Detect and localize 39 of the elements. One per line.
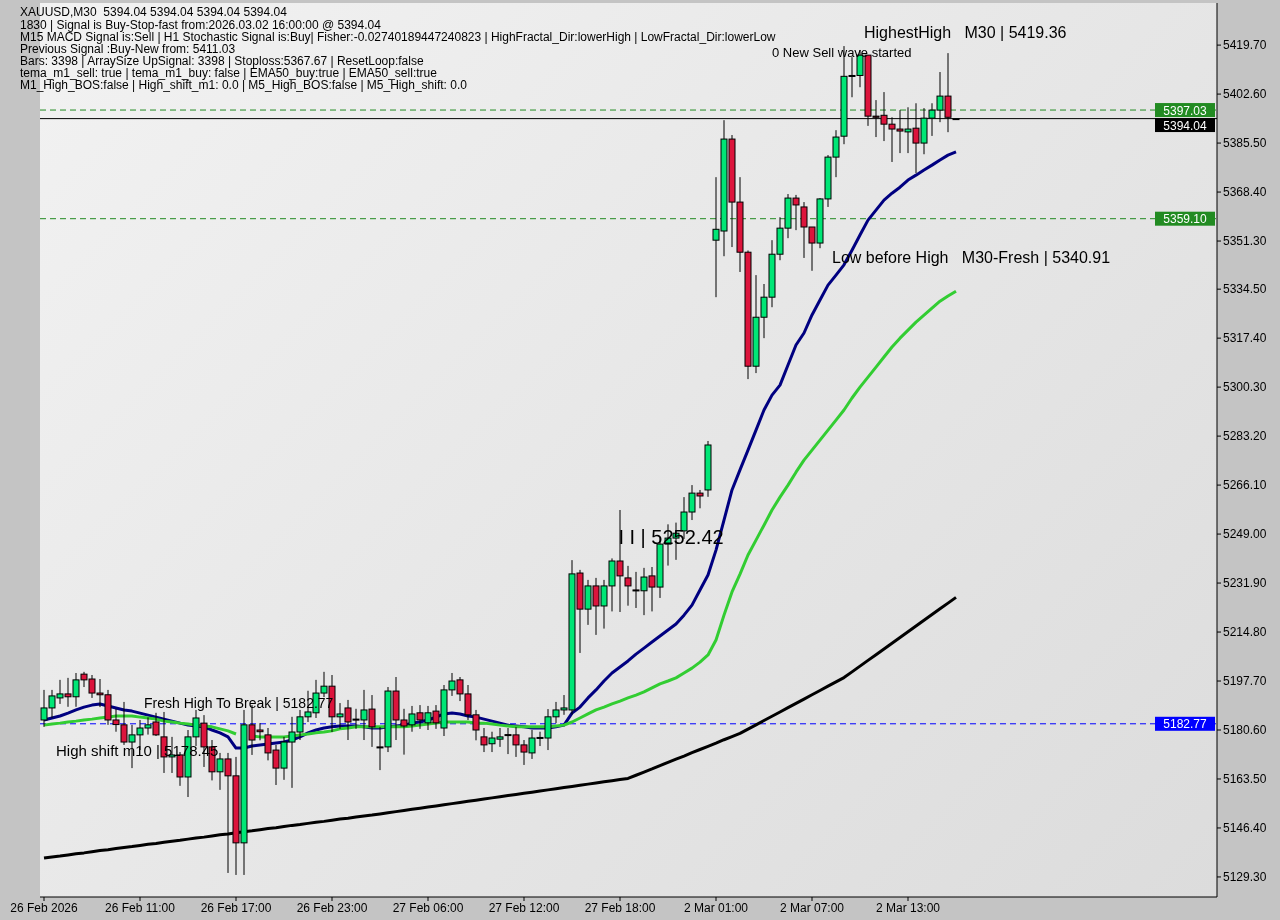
- x-tick-label: 26 Feb 2026: [10, 900, 79, 915]
- x-tick-label: 2 Mar 07:00: [779, 900, 845, 915]
- chart-title: XAUUSD,M30 5394.04 5394.04 5394.04 5394.04: [20, 5, 288, 19]
- x-tick-label: 2 Mar 13:00: [875, 900, 941, 915]
- y-tick-label: 5283.20: [1223, 429, 1267, 444]
- y-tick-label: 5129.30: [1223, 870, 1267, 885]
- x-tick-label: 27 Feb 18:00: [584, 900, 656, 915]
- y-tick-label: 5163.50: [1223, 772, 1267, 787]
- y-tick-label: 5180.60: [1223, 723, 1267, 738]
- y-tick-label: 5266.10: [1223, 478, 1267, 493]
- ref-line-label: 5397.03: [1163, 103, 1208, 118]
- y-tick-label: 5419.70: [1223, 38, 1267, 53]
- ref-line-label: 5394.04: [1163, 118, 1208, 133]
- x-tick-label: 26 Feb 11:00: [105, 900, 176, 915]
- y-tick-label: 5334.50: [1223, 282, 1267, 297]
- y-tick-label: 5368.40: [1223, 185, 1267, 200]
- y-tick-label: 5351.30: [1223, 234, 1267, 249]
- y-tick-label: 5385.50: [1223, 136, 1267, 151]
- annotation: HighestHigh M30 | 5419.36: [864, 24, 1067, 41]
- y-tick-label: 5249.00: [1223, 527, 1267, 542]
- x-tick-label: 2 Mar 01:00: [683, 900, 749, 915]
- y-tick-label: 5231.90: [1223, 576, 1267, 591]
- y-tick-label: 5214.80: [1223, 625, 1267, 640]
- y-tick-label: 5197.70: [1223, 674, 1267, 689]
- annotation: 1830 | Signal is Buy-Stop-fast from:2026.03.02 16:00:00 @ 5394.04: [20, 18, 382, 32]
- y-tick-label: 5402.60: [1223, 87, 1267, 102]
- x-tick-label: 27 Feb 12:00: [488, 900, 560, 915]
- annotation: Previous Signal :Buy-New from: 5411.03: [20, 42, 236, 56]
- x-tick-label: 27 Feb 06:00: [392, 900, 464, 915]
- ref-line-label: 5182.77: [1163, 717, 1208, 732]
- annotation: 0 New Sell wave started: [772, 45, 912, 60]
- y-tick-label: 5146.40: [1223, 821, 1267, 836]
- annotation: M1_High_BOS:false | High_shift_m1: 0.0 | M5_High_BOS:false | M5_High_shift: 0.0: [20, 78, 468, 92]
- ref-line-label: 5359.10: [1163, 212, 1208, 227]
- x-tick-label: 26 Feb 23:00: [296, 900, 368, 915]
- y-tick-label: 5317.40: [1223, 331, 1267, 346]
- candlestick: [624, 565, 632, 607]
- y-tick-label: 5300.30: [1223, 380, 1267, 395]
- x-tick-label: 26 Feb 17:00: [200, 900, 272, 915]
